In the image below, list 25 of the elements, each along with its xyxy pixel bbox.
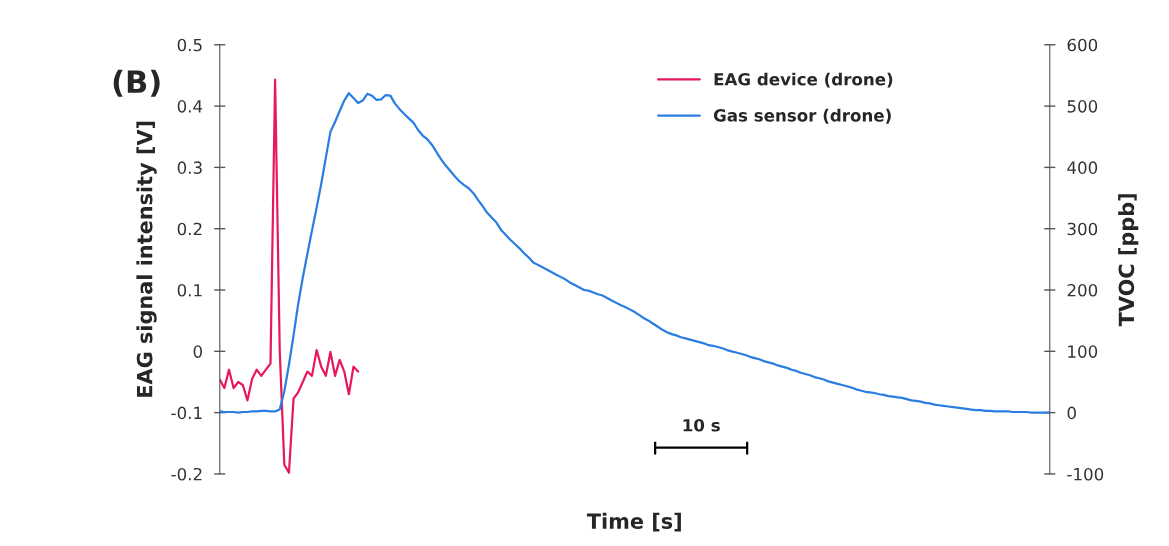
x-axis-title: Time [s] <box>586 512 681 532</box>
legend-label: Gas sensor (drone) <box>713 108 891 124</box>
line-series <box>219 78 360 474</box>
y2-tick-label: 500 <box>1067 100 1098 113</box>
annotation: 10 s <box>683 418 720 432</box>
text: (B) <box>113 69 160 97</box>
y2-tick-label: 300 <box>1067 222 1098 236</box>
y-tick-label: 0.3 <box>177 161 202 174</box>
y-tick-label: 0.4 <box>177 100 203 113</box>
y2-tick-label: 200 <box>1067 283 1098 297</box>
y-tick-label: -0.1 <box>171 406 202 420</box>
y-tick-label: 0.2 <box>177 222 202 236</box>
y2-tick-label: -100 <box>1067 467 1104 481</box>
y-tick-label: 0.5 <box>177 38 202 52</box>
y2-tick-label: 0 <box>1067 406 1076 420</box>
y2-tick-label: 400 <box>1067 161 1098 174</box>
y-axis-title: EAG signal intensity [V] <box>136 121 157 397</box>
y2-tick-label: 100 <box>1068 345 1098 358</box>
legend-label: EAG device (drone) <box>714 72 893 88</box>
y2-axis-title: TVOC [ppb] <box>1118 194 1139 327</box>
y-tick-label: -0.2 <box>171 467 202 481</box>
line-series <box>219 92 1050 414</box>
y-tick-label: 0 <box>193 345 202 358</box>
y-tick-label: 0.1 <box>177 283 202 297</box>
y2-tick-label: 600 <box>1067 38 1098 52</box>
